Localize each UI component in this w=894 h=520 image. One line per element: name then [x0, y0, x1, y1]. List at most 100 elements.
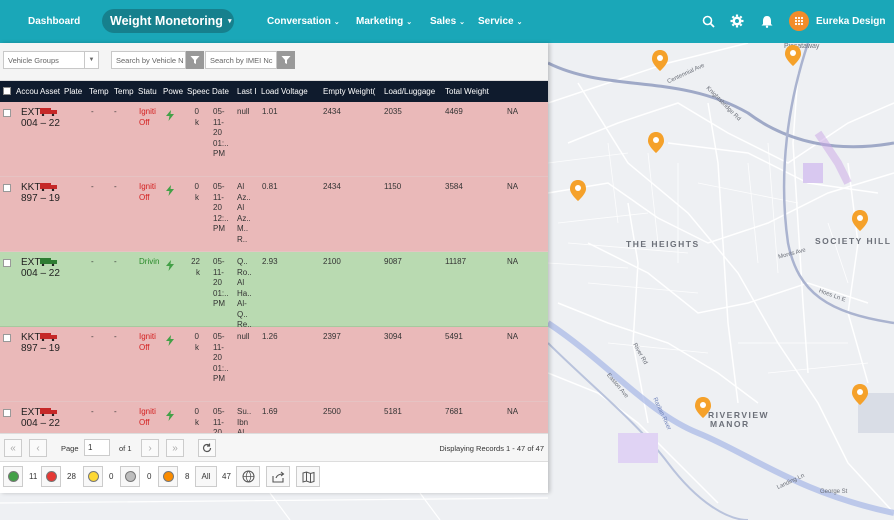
user-name[interactable]: Eureka Design	[816, 16, 886, 27]
map-marker-1[interactable]	[652, 50, 668, 71]
map-marker-2[interactable]	[785, 45, 801, 66]
nav-service[interactable]: Service ⌄	[478, 0, 522, 43]
column-header[interactable]: Accou	[16, 87, 38, 96]
legend-filter-other[interactable]	[158, 466, 178, 487]
legend-filter-idle[interactable]	[83, 466, 103, 487]
map-marker-4[interactable]	[570, 180, 586, 201]
date-cell: 05- 11- 20 01:.. PM	[213, 257, 229, 308]
filter-bar: Vehicle Groups ▼ Search by Vehicle N Sea…	[0, 43, 548, 81]
legend-filter-stopped[interactable]	[41, 466, 61, 487]
vehicle-groups-select[interactable]: Vehicle Groups ▼	[3, 51, 99, 69]
map-roads	[548, 43, 894, 520]
avatar[interactable]	[789, 11, 809, 31]
speed-cell: 0 k	[194, 182, 199, 202]
bell-icon[interactable]	[757, 11, 777, 31]
table-row[interactable]: EXT 004 – 22 - - Igniti Off 0 k 05- 11- …	[0, 402, 548, 433]
column-header[interactable]: Load Voltage	[261, 87, 308, 96]
map-view-bottom[interactable]	[0, 493, 548, 520]
map-marker-7[interactable]	[852, 384, 868, 405]
nav-service-label: Service	[478, 16, 514, 27]
row-checkbox[interactable]	[3, 109, 11, 117]
refresh-icon	[202, 443, 212, 453]
row-checkbox[interactable]	[3, 259, 11, 267]
prev-page-button[interactable]: ‹	[29, 439, 47, 457]
load-luggage-cell: 2035	[384, 107, 402, 116]
column-header[interactable]: Asset	[40, 87, 61, 96]
first-page-button[interactable]: «	[4, 439, 22, 457]
nav-conversation[interactable]: Conversation ⌄	[267, 0, 340, 43]
globe-settings-button[interactable]	[236, 466, 260, 487]
nav-marketing-label: Marketing	[356, 16, 404, 27]
load-luggage-cell: 9087	[384, 257, 402, 266]
nav-dashboard[interactable]: Dashboard	[28, 16, 81, 27]
map-bottom-roads	[0, 493, 548, 520]
power-bolt-icon	[166, 260, 174, 271]
table-row[interactable]: EXT 004 – 22 - - Drivin 22 k 05- 11- 20 …	[0, 252, 548, 329]
map-view-button[interactable]	[296, 466, 320, 487]
legend-count: 11	[29, 472, 38, 481]
legend-filter-all[interactable]: All	[195, 466, 217, 487]
table-row[interactable]: KKT 897 – 19 - - Igniti Off 0 k 05- 11- …	[0, 327, 548, 402]
speed-cell: 0 k	[194, 407, 199, 427]
filter-vehicle-button[interactable]	[186, 51, 204, 69]
total-weight-cell: 11187	[445, 257, 467, 266]
row-checkbox[interactable]	[3, 409, 11, 417]
date-cell: 05- 11- 20 12:.. PM	[213, 182, 229, 233]
legend-count: 0	[147, 472, 152, 481]
legend-filter-moving[interactable]	[3, 466, 23, 487]
page-label: Page	[61, 444, 79, 453]
last-location-cell: null	[237, 332, 250, 341]
load-voltage-cell: 2.93	[262, 257, 278, 266]
search-vehicle-input[interactable]: Search by Vehicle N	[111, 51, 186, 69]
empty-weight-cell: 2500	[323, 407, 341, 416]
map-label-piscataway: Piscataway	[784, 43, 820, 50]
column-header[interactable]: Temp	[89, 87, 109, 96]
filter-imei-button[interactable]	[277, 51, 295, 69]
power-bolt-icon	[166, 110, 174, 121]
last-page-button[interactable]: »	[166, 439, 184, 457]
column-header[interactable]: Powe	[163, 87, 184, 96]
map-marker-3[interactable]	[648, 132, 664, 153]
gear-icon[interactable]	[727, 11, 747, 31]
legend-filter-offline[interactable]	[120, 466, 140, 487]
table-row[interactable]: EXT 004 – 22 - - Igniti Off 0 k 05- 11- …	[0, 102, 548, 177]
share-button[interactable]	[266, 466, 290, 487]
map-marker-6[interactable]	[695, 397, 711, 418]
row-checkbox[interactable]	[3, 184, 11, 192]
refresh-button[interactable]	[198, 439, 216, 457]
column-header[interactable]: Plate	[64, 87, 83, 96]
search-icon[interactable]	[698, 11, 718, 31]
nav-marketing[interactable]: Marketing ⌄	[356, 0, 412, 43]
chevron-down-icon: ⌄	[516, 18, 523, 26]
nav-weight-monitoring[interactable]: Weight Monetoring ▾	[102, 9, 234, 33]
map-view[interactable]: THE HEIGHTS SOCIETY HILL RIVERVIEW MANOR…	[548, 43, 894, 520]
table-row[interactable]: KKT 897 – 19 - - Igniti Off 0 k 05- 11- …	[0, 177, 548, 252]
vehicle-name: EXT 004 – 22	[21, 107, 60, 129]
column-header[interactable]: Empty Weight(	[323, 87, 376, 96]
status-legend: 11 28 0 0 8 All 47	[0, 461, 548, 493]
column-header[interactable]: Statu	[138, 87, 157, 96]
map-marker-5[interactable]	[852, 210, 868, 231]
total-weight-cell: 5491	[445, 332, 463, 341]
column-header[interactable]: Last I	[237, 87, 257, 96]
column-header[interactable]: Load/Luggage	[384, 87, 436, 96]
column-header[interactable]: Temp	[114, 87, 134, 96]
column-header[interactable]: Date	[212, 87, 229, 96]
vehicle-groups-value: Vehicle Groups	[8, 55, 59, 65]
column-header[interactable]: Total Weight	[445, 87, 489, 96]
legend-count: 8	[185, 472, 190, 481]
company-logo-icon	[794, 16, 804, 26]
select-all-checkbox[interactable]	[3, 87, 11, 95]
column-header[interactable]: Speec	[187, 87, 210, 96]
search-imei-input[interactable]: Search by IMEI Nc	[205, 51, 277, 69]
last-location-cell: Q.. Ro.. Al Ha.. Al- Q.. Re..	[237, 257, 252, 329]
map-label-heights: THE HEIGHTS	[626, 239, 700, 249]
next-page-button[interactable]: ›	[141, 439, 159, 457]
temp-cell: -	[114, 332, 117, 341]
nav-sales[interactable]: Sales ⌄	[430, 0, 465, 43]
row-checkbox[interactable]	[3, 334, 11, 342]
plate-cell: -	[91, 257, 94, 266]
map-label-society: SOCIETY HILL	[815, 236, 892, 246]
page-number-input[interactable]: 1	[84, 439, 110, 456]
vehicle-panel: Vehicle Groups ▼ Search by Vehicle N Sea…	[0, 43, 548, 493]
